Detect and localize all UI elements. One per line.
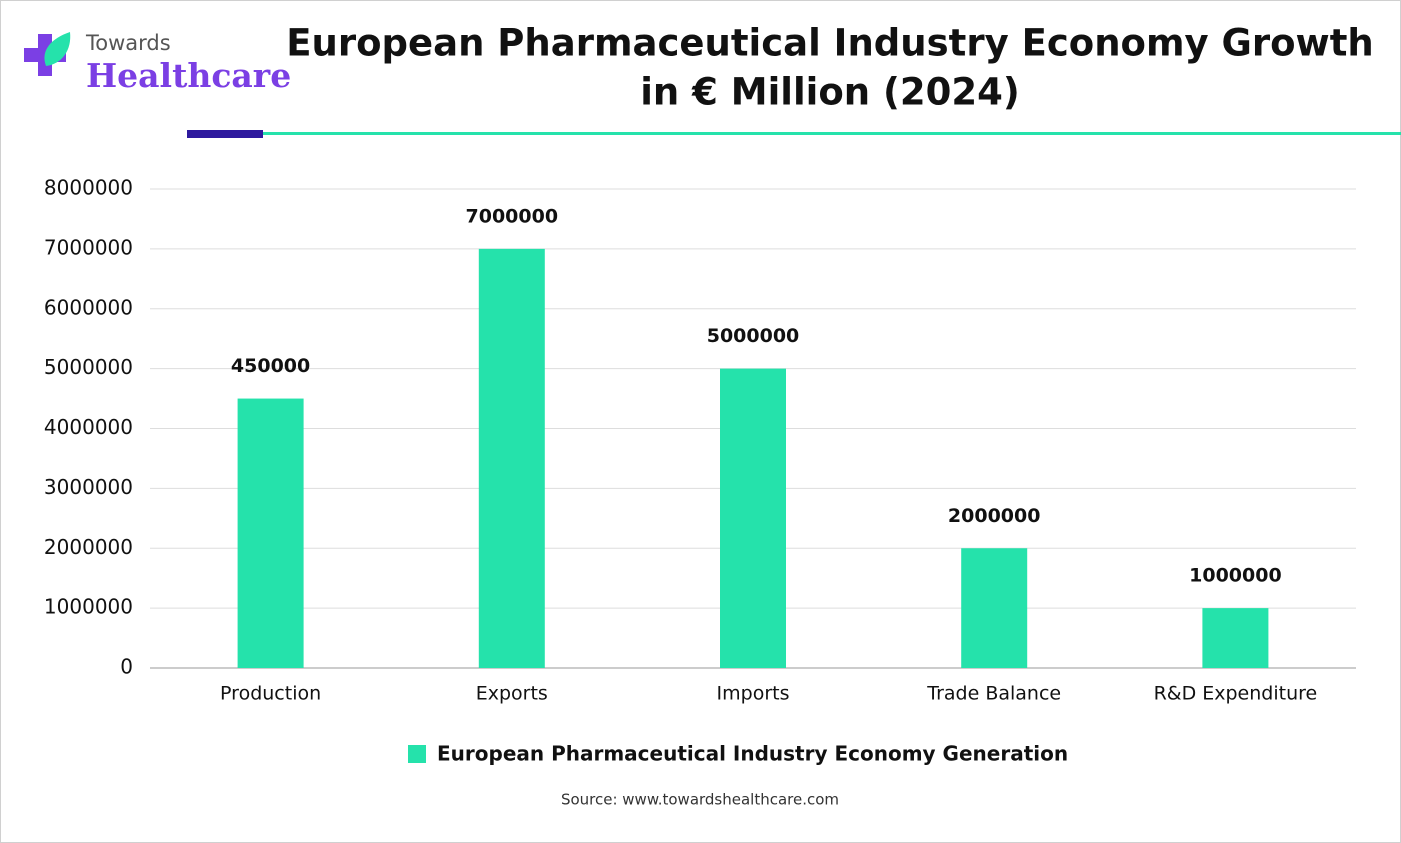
legend-label: European Pharmaceutical Industry Economy…	[437, 742, 1068, 766]
y-tick-label: 8000000	[44, 176, 133, 200]
x-tick-label: Exports	[476, 683, 548, 705]
y-tick-label: 2000000	[44, 535, 133, 559]
x-tick-label: Production	[220, 683, 321, 705]
logo-bottom: Healthcare	[86, 56, 291, 95]
bar	[237, 398, 304, 668]
data-label: 1000000	[1189, 565, 1282, 587]
chart-title: European Pharmaceutical Industry Economy…	[286, 22, 1374, 65]
y-tick-label: 5000000	[44, 355, 133, 379]
bar	[720, 368, 786, 668]
bar	[1202, 608, 1269, 668]
legend-swatch	[408, 745, 426, 763]
x-tick-label: Trade Balance	[926, 683, 1061, 705]
logo-top: Towards	[85, 31, 171, 55]
chart-subtitle: in € Million (2024)	[640, 71, 1020, 114]
x-tick-label: R&D Expenditure	[1154, 683, 1318, 705]
y-tick-label: 0	[120, 655, 133, 679]
header-accent	[187, 130, 263, 138]
data-label: 2000000	[948, 505, 1041, 527]
y-tick-label: 7000000	[44, 235, 133, 259]
logo-leaf	[44, 32, 71, 66]
x-tick-label: Imports	[717, 683, 790, 705]
source: Source: www.towardshealthcare.com	[561, 791, 839, 809]
header-rule	[263, 132, 1401, 135]
data-label: 450000	[231, 355, 310, 377]
logo: Towards Healthcare	[24, 31, 291, 95]
y-tick-label: 4000000	[44, 415, 133, 439]
y-tick-label: 6000000	[44, 295, 133, 319]
bar	[478, 248, 545, 668]
data-label: 7000000	[466, 205, 559, 227]
data-label: 5000000	[707, 325, 800, 347]
bar	[961, 548, 1028, 668]
y-tick-label: 3000000	[44, 475, 133, 499]
y-tick-label: 1000000	[44, 595, 133, 619]
